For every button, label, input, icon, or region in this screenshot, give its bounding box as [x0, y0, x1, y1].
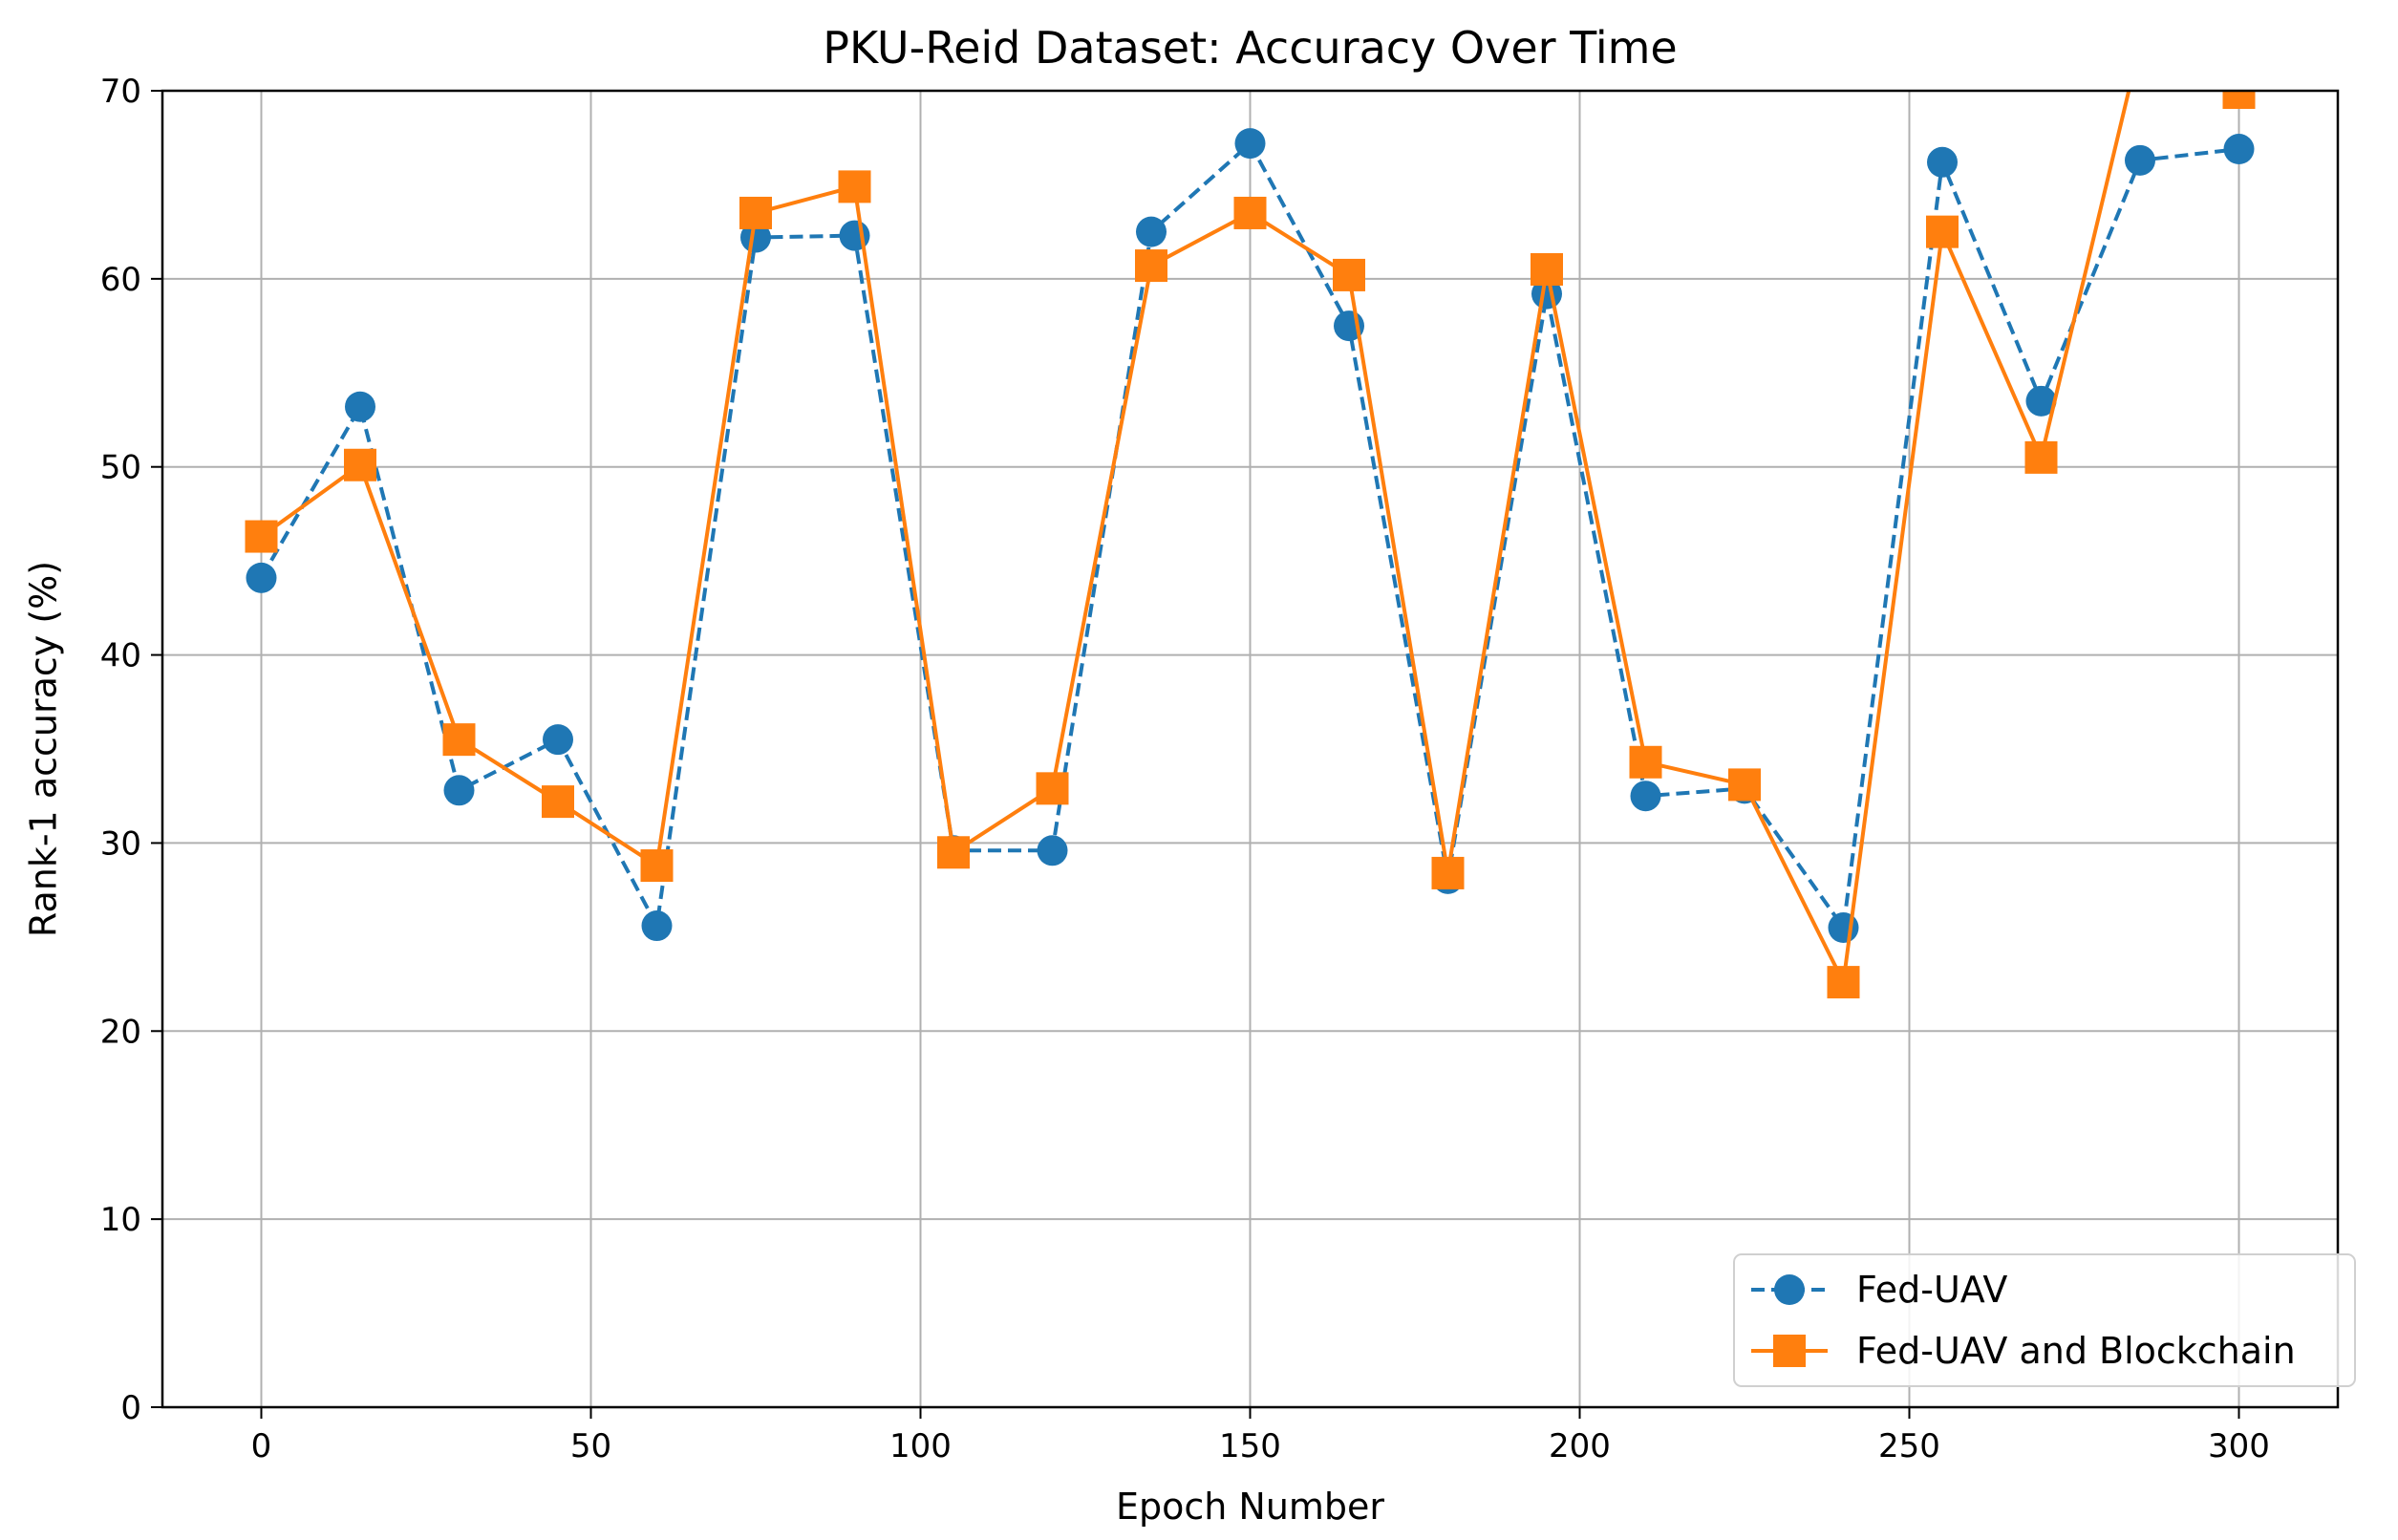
data-point	[1827, 966, 1860, 999]
legend-label: Fed-UAV and Blockchain	[1856, 1330, 2296, 1372]
data-point	[543, 724, 573, 756]
data-point	[1728, 768, 1761, 802]
axes: 0 50 100 150 200 250 300 0 10 20 30 40 50 60 70	[100, 73, 2270, 1465]
x-tick-label: 50	[570, 1427, 611, 1465]
legend-marker	[1774, 1274, 1805, 1305]
data-point	[1926, 215, 1959, 248]
x-tick-label: 200	[1549, 1427, 1611, 1465]
data-point	[2125, 144, 2155, 176]
x-tick-label: 250	[1878, 1427, 1940, 1465]
y-tick-label: 30	[100, 824, 141, 863]
data-point	[2223, 134, 2255, 165]
data-point	[1828, 912, 1859, 944]
data-point	[1135, 249, 1167, 283]
y-tick-label: 40	[100, 637, 141, 675]
x-tick-label: 300	[2208, 1427, 2270, 1465]
data-point	[442, 723, 476, 757]
y-axis-label: Rank-1 accuracy (%)	[23, 561, 65, 937]
series-fed-uav-and-blockchain	[245, 91, 2256, 999]
legend-item: Fed-UAV and Blockchain	[1751, 1330, 2296, 1372]
y-tick-label: 0	[120, 1389, 141, 1427]
data-point	[345, 391, 375, 422]
y-tick-label: 50	[100, 449, 141, 487]
chart-title: PKU-Reid Dataset: Accuracy Over Time	[823, 22, 1677, 74]
legend: Fed-UAV Fed-UAV and Blockchain	[1733, 1253, 2356, 1387]
data-point	[739, 196, 772, 229]
data-point	[245, 520, 278, 553]
data-point	[2024, 440, 2058, 474]
data-point	[246, 562, 277, 593]
legend-label: Fed-UAV	[1856, 1269, 2007, 1311]
data-point	[443, 775, 475, 806]
data-point	[2222, 91, 2256, 109]
legend-marker	[1773, 1335, 1806, 1367]
legend-item: Fed-UAV	[1751, 1269, 2007, 1311]
series-layer	[245, 91, 2256, 999]
x-tick-label: 100	[889, 1427, 952, 1465]
data-point	[838, 170, 871, 203]
data-point	[1136, 216, 1167, 247]
y-tick-label: 60	[100, 261, 141, 299]
data-point	[1431, 856, 1465, 889]
data-point	[1531, 253, 1563, 287]
legend-box	[1733, 1253, 2356, 1387]
x-tick-label: 150	[1219, 1427, 1281, 1465]
data-point	[2025, 385, 2057, 417]
data-point	[1927, 146, 1958, 178]
data-point	[1234, 128, 1266, 160]
data-point	[1233, 196, 1267, 229]
series-fed-uav	[246, 128, 2255, 944]
data-point	[640, 849, 674, 883]
data-point	[542, 785, 574, 819]
y-tick-label: 20	[100, 1013, 141, 1051]
data-point	[1037, 835, 1068, 866]
x-tick-label: 0	[251, 1427, 272, 1465]
y-tick-label: 70	[100, 73, 141, 111]
plot-frame	[161, 89, 2340, 1409]
data-point	[344, 448, 376, 481]
data-point	[1333, 258, 1365, 291]
y-tick-label: 10	[100, 1201, 141, 1239]
x-axis-label: Epoch Number	[1116, 1486, 1384, 1528]
data-point	[740, 222, 771, 253]
data-point	[1036, 772, 1069, 805]
data-point	[1630, 781, 1661, 812]
data-point	[1629, 745, 1662, 779]
data-point	[937, 836, 970, 869]
data-point	[641, 910, 673, 942]
